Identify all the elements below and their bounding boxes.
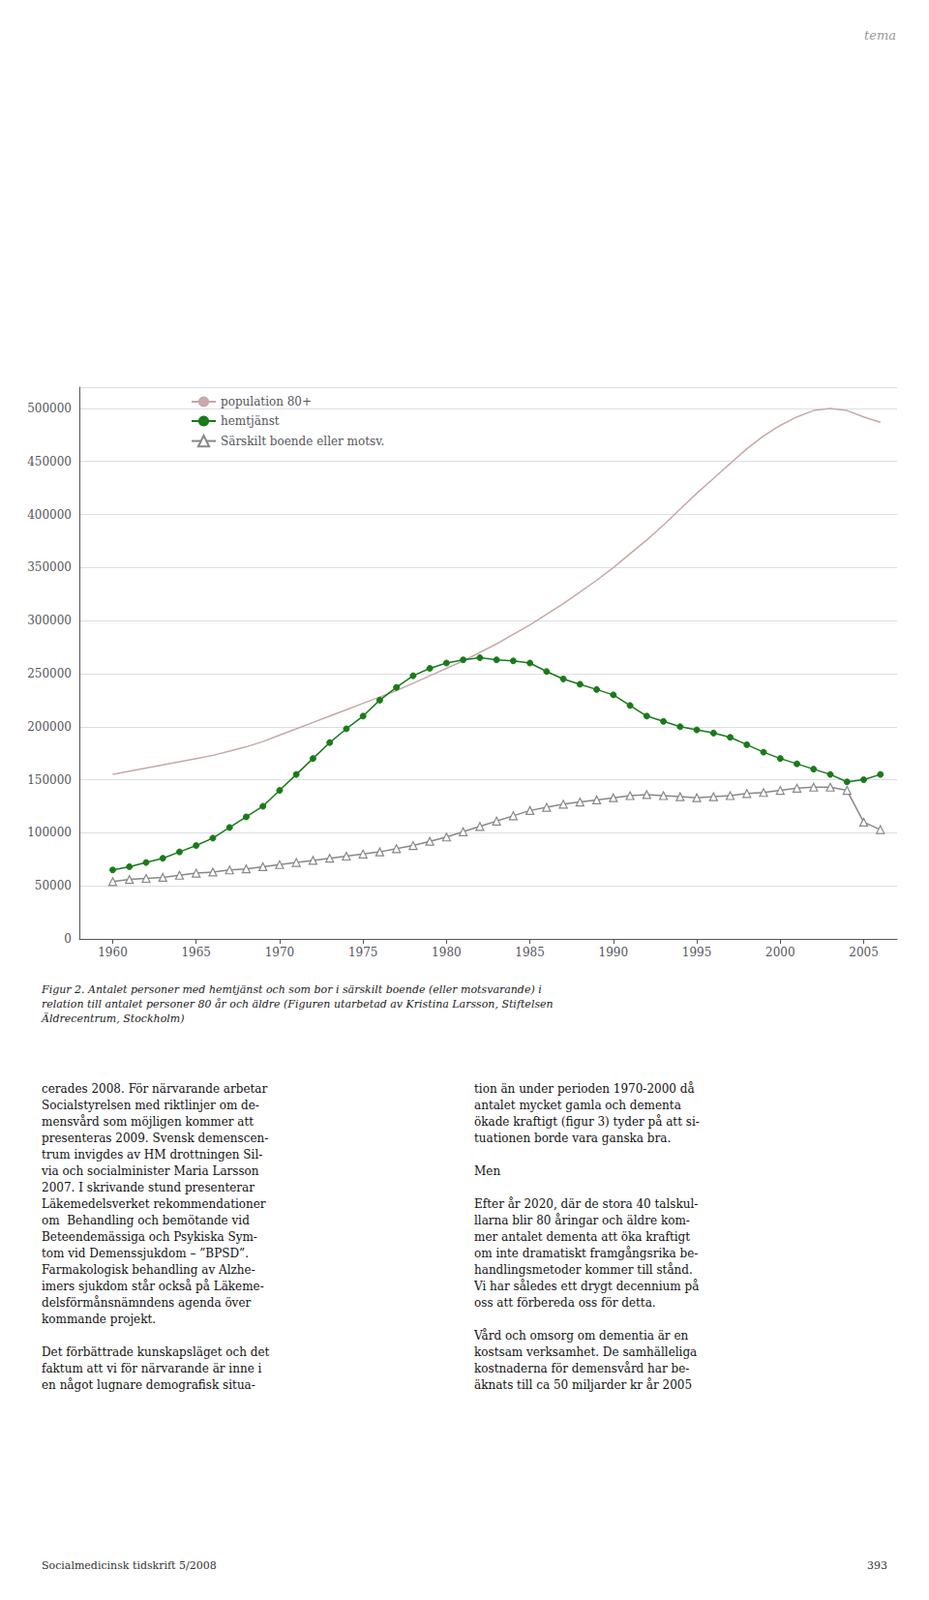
svg-text:450000: 450000 — [27, 454, 72, 469]
svg-text:hemtjänst: hemtjänst — [220, 414, 280, 428]
svg-text:om inte dramatiskt framgångsri: om inte dramatiskt framgångsrika be- — [474, 1245, 698, 1260]
svg-text:antalet mycket gamla och demen: antalet mycket gamla och dementa — [474, 1098, 682, 1112]
svg-text:ökade kraftigt (figur 3) tyder: ökade kraftigt (figur 3) tyder på att si… — [474, 1113, 700, 1129]
svg-text:faktum att vi för närvarande ä: faktum att vi för närvarande är inne i — [41, 1361, 263, 1376]
svg-text:oss att förbereda oss för dett: oss att förbereda oss för detta. — [474, 1295, 657, 1310]
svg-text:äknats till ca 50 miljarder kr: äknats till ca 50 miljarder kr år 2005 — [474, 1377, 692, 1392]
svg-text:1985: 1985 — [514, 945, 545, 959]
svg-text:llarna blir 80 åringar och äld: llarna blir 80 åringar och äldre kom- — [474, 1212, 690, 1228]
svg-text:2005: 2005 — [848, 945, 879, 959]
svg-text:Det förbättrade kunskapsläget: Det förbättrade kunskapsläget och det — [41, 1345, 270, 1359]
svg-text:kostnaderna för demensvård har: kostnaderna för demensvård har be- — [474, 1360, 690, 1376]
svg-text:kostsam verksamhet. De samhäll: kostsam verksamhet. De samhälleliga — [474, 1345, 697, 1359]
svg-text:Särskilt boende eller motsv.: Särskilt boende eller motsv. — [220, 434, 385, 449]
svg-text:tion än under perioden 1970-20: tion än under perioden 1970-2000 då — [474, 1080, 695, 1096]
svg-text:presenteras 2009. Svensk demen: presenteras 2009. Svensk demenscen- — [41, 1131, 269, 1145]
svg-text:Läkemedelsverket rekommendatio: Läkemedelsverket rekommendationer — [41, 1197, 267, 1211]
svg-text:Figur 2. Antalet personer med: Figur 2. Antalet personer med hemtjänst … — [40, 983, 542, 996]
svg-text:1980: 1980 — [431, 945, 462, 959]
svg-text:100000: 100000 — [27, 825, 72, 840]
svg-text:Äldrecentrum, Stockholm): Äldrecentrum, Stockholm) — [40, 1011, 185, 1025]
svg-text:150000: 150000 — [27, 773, 72, 787]
svg-text:Farmakologisk behandling av Al: Farmakologisk behandling av Alzhe- — [41, 1262, 256, 1277]
svg-text:2000: 2000 — [765, 945, 796, 959]
svg-text:via och socialminister Maria L: via och socialminister Maria Larsson — [40, 1164, 260, 1178]
svg-text:population 80+: population 80+ — [220, 394, 312, 409]
svg-text:1995: 1995 — [682, 945, 713, 959]
svg-text:1990: 1990 — [599, 945, 630, 959]
svg-text:400000: 400000 — [27, 508, 72, 522]
svg-text:200000: 200000 — [27, 719, 72, 734]
svg-text:300000: 300000 — [27, 613, 72, 628]
svg-text:Vi har således ett drygt decen: Vi har således ett drygt decennium på — [473, 1278, 699, 1293]
svg-text:1975: 1975 — [348, 945, 379, 959]
svg-text:250000: 250000 — [27, 666, 72, 681]
svg-text:Vård och omsorg om dementia är: Vård och omsorg om dementia är en — [473, 1327, 690, 1343]
svg-text:mer antalet dementa att öka kr: mer antalet dementa att öka kraftigt — [474, 1229, 690, 1244]
svg-text:delsförmånsnämndens agenda öve: delsförmånsnämndens agenda över — [41, 1294, 251, 1310]
svg-text:handlingsmetoder kommer till s: handlingsmetoder kommer till stånd. — [474, 1261, 693, 1277]
svg-text:350000: 350000 — [27, 560, 72, 574]
svg-text:1960: 1960 — [97, 945, 128, 959]
svg-text:1965: 1965 — [180, 945, 211, 959]
svg-text:500000: 500000 — [27, 401, 72, 416]
svg-text:50000: 50000 — [34, 878, 72, 893]
svg-text:2007. I skrivande stund presen: 2007. I skrivande stund presenterar — [41, 1180, 255, 1195]
svg-text:tom vid Demenssjukdom – ”BPSD”: tom vid Demenssjukdom – ”BPSD”. — [41, 1246, 249, 1260]
svg-text:Socialstyrelsen med riktlinjer: Socialstyrelsen med riktlinjer om de- — [41, 1098, 260, 1112]
svg-text:1970: 1970 — [265, 945, 296, 959]
svg-text:trum invigdes av HM drottninge: trum invigdes av HM drottningen Sil- — [41, 1147, 263, 1162]
svg-text:imers sjukdom står också på Lä: imers sjukdom står också på Läkeme- — [41, 1278, 265, 1293]
svg-text:tema: tema — [864, 28, 897, 43]
svg-text:relation till antalet personer: relation till antalet personer 80 år och… — [41, 997, 554, 1011]
svg-text:Socialmedicinsk tidskrift 5/20: Socialmedicinsk tidskrift 5/2008 — [41, 1558, 217, 1572]
svg-text:Men: Men — [474, 1164, 501, 1178]
svg-text:mensvård som möjligen kommer a: mensvård som möjligen kommer att — [41, 1113, 254, 1129]
svg-text:tuationen borde vara ganska br: tuationen borde vara ganska bra. — [474, 1131, 671, 1145]
svg-text:Beteendemässiga och Psykiska S: Beteendemässiga och Psykiska Sym- — [41, 1229, 258, 1244]
svg-text:kommande projekt.: kommande projekt. — [41, 1312, 156, 1326]
svg-text:0: 0 — [63, 931, 72, 946]
svg-text:393: 393 — [867, 1558, 888, 1572]
svg-text:Efter år 2020, där de stora 40: Efter år 2020, där de stora 40 talskul- — [474, 1196, 698, 1211]
svg-text:om Behandling och bemötande v: om Behandling och bemötande vid — [41, 1213, 250, 1228]
svg-text:cerades 2008. För närvarande a: cerades 2008. För närvarande arbetar — [41, 1081, 269, 1096]
svg-text:en något lugnare demografisk s: en något lugnare demografisk situa- — [41, 1377, 256, 1392]
